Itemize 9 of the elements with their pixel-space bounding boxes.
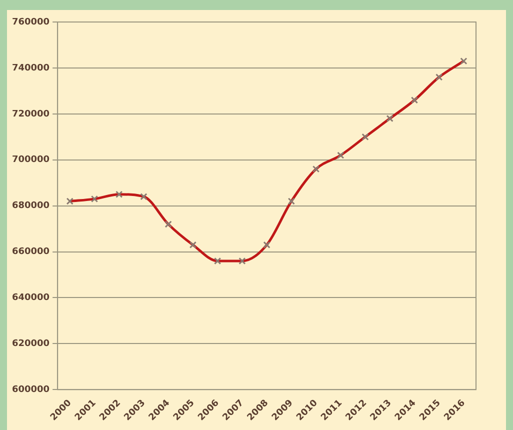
- y-tick-label: 740000: [12, 63, 50, 74]
- y-tick-label: 700000: [12, 155, 50, 166]
- y-tick-label: 620000: [12, 339, 50, 350]
- y-tick-label: 660000: [12, 247, 50, 258]
- y-tick-label: 720000: [12, 109, 50, 120]
- y-tick-label: 760000: [12, 17, 50, 28]
- y-tick-label: 640000: [12, 293, 50, 304]
- y-tick-label: 600000: [12, 384, 50, 395]
- y-tick-label: 680000: [12, 201, 50, 212]
